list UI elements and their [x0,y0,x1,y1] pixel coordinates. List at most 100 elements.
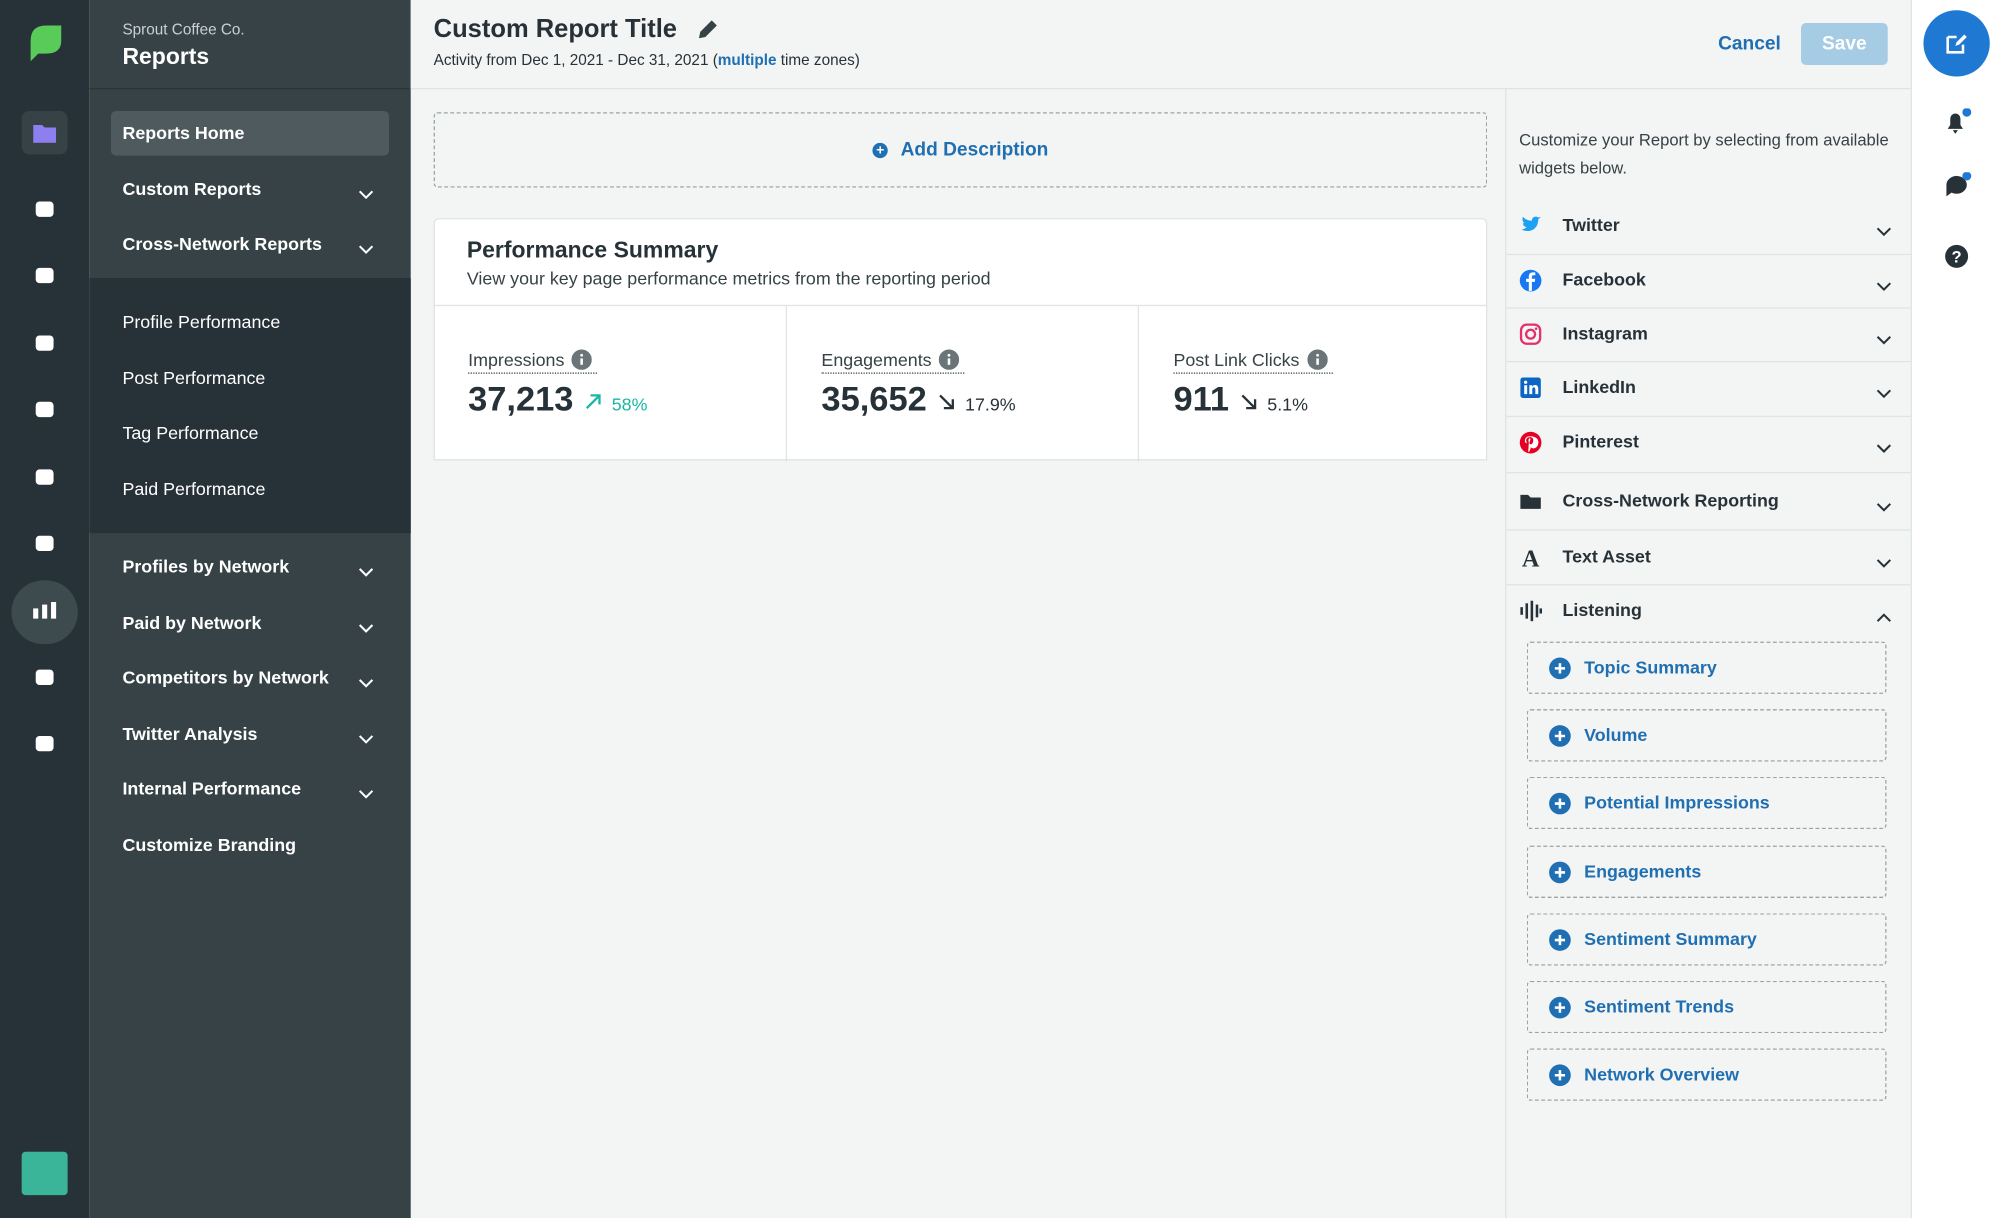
widget-group[interactable]: Listening [1562,599,1642,620]
nav-item[interactable]: Reports Home [122,122,245,143]
info-icon [939,349,960,373]
activity: Activity from Dec 1, 2021 - Dec 31, 2021… [434,51,860,69]
rail-icon-svg [35,735,54,752]
rail-icon [33,666,56,695]
widget-group[interactable]: LinkedIn [1562,376,1636,397]
separator [1506,360,1912,363]
report-title[interactable]: Custom Report Title [433,15,677,44]
nav-item[interactable]: Paid by Network [122,611,262,633]
metric-label[interactable]: Post Link Clicks [1173,349,1333,374]
save-button[interactable]: Save [1801,22,1888,66]
network-icon: A [1519,545,1542,575]
nav-item[interactable]: Customize Branding [122,833,297,854]
summary-card: Performance Summary View your key page p… [433,218,1488,462]
trend-arrow [1239,393,1257,417]
icon-rail [0,0,90,1218]
sub-item[interactable]: Post Performance [122,366,266,388]
widget-item[interactable]: Sentiment Trends [1526,980,1887,1034]
widget-group[interactable]: Pinterest [1562,431,1639,452]
sub-panel: Profile Performance Post Performance Tag P… [89,278,411,534]
metric-label[interactable]: Engagements [821,349,965,374]
chevron [1875,384,1893,407]
folder-icon[interactable] [33,122,57,143]
plus-icon-svg [1549,928,1571,951]
rail-icon [33,198,56,227]
widget-item[interactable]: Sentiment Summary [1526,912,1887,966]
edit-icon[interactable] [696,18,719,41]
sub-item[interactable]: Profile Performance [122,311,281,332]
plus-icon [1548,725,1571,754]
separator [1506,529,1912,531]
chevron-svg [1876,444,1892,453]
activity-prefix: Activity from Dec 1, 2021 - Dec 31, 2021… [433,51,718,69]
bell-icon[interactable] [1944,108,1972,136]
network-icon-svg [1520,377,1541,398]
info-icon-svg [939,349,960,370]
nav-item[interactable]: Twitter Analysis [122,722,258,743]
sub-item[interactable]: Paid Performance [122,478,266,499]
network-icon [1519,323,1542,352]
rail-icon [33,532,56,561]
widget-item[interactable]: Volume [1526,709,1887,762]
sidebar: Sprout Coffee Co. Reports Profile Perfor… [89,0,411,1218]
reports-icon [33,602,57,619]
svg-text:A: A [1522,546,1540,569]
chevron-svg [1876,559,1892,568]
add-description[interactable]: + Add Description [433,112,1488,188]
cancel-button[interactable]: Cancel [1718,33,1781,55]
plus-icon-svg [1549,725,1571,748]
nav-item[interactable]: Profiles by Network [122,556,290,577]
plus-icon-svg [1549,793,1571,815]
widget-group[interactable]: Instagram [1562,322,1648,344]
nav-item[interactable]: Custom Reports [122,177,262,199]
widget-group[interactable]: Cross-Network Reporting [1562,489,1779,511]
chevron [357,618,375,641]
header: Custom Report Title Activity from Dec 1,… [410,0,1911,90]
nav-item[interactable]: Cross-Network Reports [122,233,322,254]
activity-link[interactable]: multiple [717,51,777,69]
network-icon-svg [1520,600,1543,622]
chevron [1875,439,1893,462]
separator [1506,307,1912,309]
rail-icon-svg [35,401,54,418]
sub-item[interactable]: Tag Performance [122,422,259,444]
widget-item-label: Sentiment Trends [1584,996,1735,1017]
widget-item[interactable]: Engagements [1526,845,1887,898]
add-description-label: Add Description [900,139,1049,161]
compose-icon [1946,34,1967,54]
chevron-svg [1876,389,1892,399]
nav-active[interactable] [110,110,390,156]
chevron-svg [358,790,374,799]
separator [1506,584,1912,586]
separator [1506,415,1912,417]
metric-value: 37,213 [468,380,574,419]
chevron [357,729,375,752]
widget-group[interactable]: Text Asset [1562,545,1651,567]
widget-item[interactable]: Network Overview [1526,1048,1887,1101]
metric-change: 58% [611,394,648,415]
messages-icon[interactable] [1944,172,1972,200]
separator [1506,471,1912,474]
chevron-svg [358,189,374,199]
help-icon[interactable]: ? [1944,244,1970,270]
widget-group[interactable]: Facebook [1562,269,1646,290]
avatar[interactable] [21,1151,68,1196]
widget-group[interactable]: Twitter [1562,214,1620,235]
nav-item[interactable]: Internal Performance [122,778,302,799]
network-icon [1519,214,1542,243]
network-icon [1519,599,1543,628]
widget-item-label: Topic Summary [1584,656,1717,678]
widget-item[interactable]: Potential Impressions [1526,777,1887,830]
chevron [357,184,375,207]
nav-item[interactable]: Competitors by Network [122,667,329,688]
metric-label[interactable]: Impressions [468,349,598,374]
chevron-svg [358,679,374,688]
svg-text:?: ? [1952,248,1962,267]
rail-icon-svg [35,267,54,284]
metric: Impressions 37,213 58% [434,306,786,462]
chevron-svg [1876,336,1892,345]
chevron [357,673,375,696]
widget-item[interactable]: Topic Summary [1526,641,1887,694]
metric-row: 35,652 17.9% [821,380,1015,420]
plus-icon [1548,860,1571,889]
